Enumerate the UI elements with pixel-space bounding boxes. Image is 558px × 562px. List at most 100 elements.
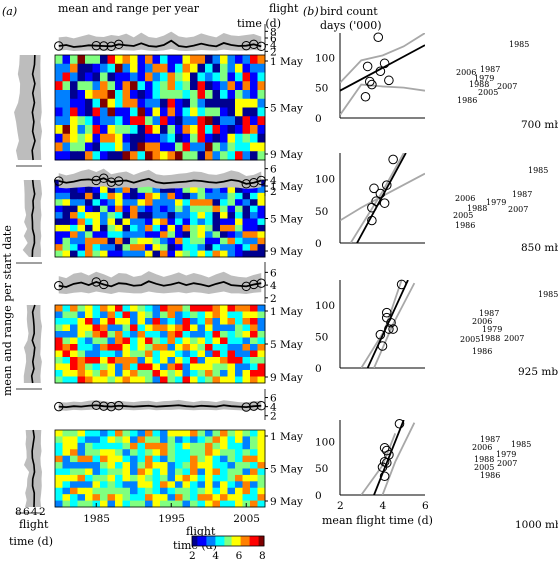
heatmap-cell <box>242 218 251 226</box>
heatmap-cell <box>130 186 138 194</box>
heatmap-cell <box>152 250 161 258</box>
heatmap-cell <box>62 244 71 252</box>
heatmap-cell <box>160 449 168 457</box>
heatmap-cell <box>70 468 78 476</box>
scatter-y-tick-label: 50 <box>315 463 328 475</box>
heatmap-cell <box>257 55 266 65</box>
heatmap-cell <box>77 133 86 143</box>
heatmap-cell <box>85 212 93 219</box>
heatmap-cell <box>190 442 198 450</box>
heatmap-cell <box>107 231 116 239</box>
b-ylabel-1: bird count <box>320 5 378 18</box>
heatmap-cell <box>100 442 108 450</box>
flight-tick-label: 4 <box>270 175 277 187</box>
heatmap-cell <box>175 462 183 469</box>
year-tick-label: 1995 <box>158 513 185 525</box>
heatmap-cell <box>130 231 138 239</box>
date-tick-label: 1 May <box>270 431 303 443</box>
heatmap-cell <box>85 192 93 200</box>
heatmap-cell <box>130 107 138 117</box>
heatmap-cell <box>190 63 198 73</box>
colorbar-step <box>192 536 195 546</box>
heatmap-cell <box>227 116 236 126</box>
heatmap-cell <box>212 363 221 371</box>
heatmap-cell <box>122 224 131 232</box>
heatmap-cell <box>107 224 116 232</box>
heatmap-cell <box>62 231 71 239</box>
heatmap-cell <box>227 142 236 152</box>
year-label: 2006 <box>455 194 475 203</box>
heatmap-cell <box>242 324 251 332</box>
heatmap-cell <box>182 224 191 232</box>
heatmap-cell <box>122 90 131 100</box>
heatmap-cell <box>70 474 78 482</box>
heatmap-cell <box>122 370 131 377</box>
heatmap-cell <box>250 455 258 463</box>
heatmap-cell <box>145 244 153 252</box>
heatmap-cell <box>107 133 116 143</box>
heatmap-cell <box>197 72 206 82</box>
heatmap-cell <box>205 151 213 161</box>
heatmap-cell <box>55 350 63 358</box>
heatmap-cell <box>122 142 131 152</box>
heatmap-cell <box>70 337 78 345</box>
heatmap-cell <box>220 455 228 463</box>
heatmap-cell <box>182 494 191 502</box>
heatmap-cell <box>55 376 63 384</box>
heatmap-cell <box>242 350 251 358</box>
heatmap-cell <box>167 237 176 245</box>
heatmap-cell <box>167 212 176 219</box>
heatmap-cell <box>160 250 168 258</box>
heatmap-cell <box>152 430 161 437</box>
heatmap-cell <box>55 357 63 364</box>
heatmap-cell <box>212 318 221 325</box>
heatmap-cell <box>77 107 86 117</box>
heatmap-cell <box>257 250 266 258</box>
heatmap-cell <box>85 199 93 207</box>
heatmap-cell <box>145 442 153 450</box>
heatmap-cell <box>122 331 131 338</box>
heatmap-cell <box>145 90 153 100</box>
heatmap-cell <box>242 98 251 108</box>
heatmap-cell <box>250 81 258 91</box>
heatmap-cell <box>190 357 198 364</box>
heatmap-cell <box>250 370 258 377</box>
scatter-point <box>373 32 384 43</box>
heatmap-cell <box>235 107 243 117</box>
heatmap-cell <box>197 205 206 213</box>
heatmap-cell <box>197 107 206 117</box>
heatmap-cell <box>197 455 206 463</box>
heatmap-cell <box>70 376 78 384</box>
heatmap-cell <box>175 331 183 338</box>
heatmap-cell <box>70 192 78 200</box>
heatmap-cell <box>212 449 221 457</box>
panel-b-label: (b) <box>303 5 319 18</box>
heatmap-cell <box>175 376 183 384</box>
heatmap-cell <box>220 331 228 338</box>
flight-tick-label: 2 <box>270 411 277 423</box>
year-label: 1988 <box>469 80 489 89</box>
heatmap-cell <box>197 133 206 143</box>
heatmap-cell <box>182 430 191 437</box>
heatmap-cell <box>212 474 221 482</box>
heatmap-cell <box>62 370 71 377</box>
heatmap-cell <box>257 125 266 135</box>
left-axis-title: mean and range per start date <box>1 225 14 396</box>
heatmap-cell <box>107 116 116 126</box>
side-tick-label: 4 <box>31 506 38 518</box>
heatmap-cell <box>122 125 131 135</box>
heatmap-cell <box>175 244 183 252</box>
heatmap-cell <box>100 481 108 489</box>
colorbar-step <box>217 536 220 546</box>
colorbar-step <box>260 536 263 546</box>
heatmap-cell <box>197 370 206 377</box>
heatmap-cell <box>167 357 176 364</box>
heatmap-cell <box>130 370 138 377</box>
heatmap-cell <box>197 55 206 65</box>
heatmap-cell <box>92 133 101 143</box>
heatmap-cell <box>257 363 266 371</box>
heatmap-cell <box>92 250 101 258</box>
heatmap-cell <box>70 90 78 100</box>
heatmap-cell <box>205 98 213 108</box>
